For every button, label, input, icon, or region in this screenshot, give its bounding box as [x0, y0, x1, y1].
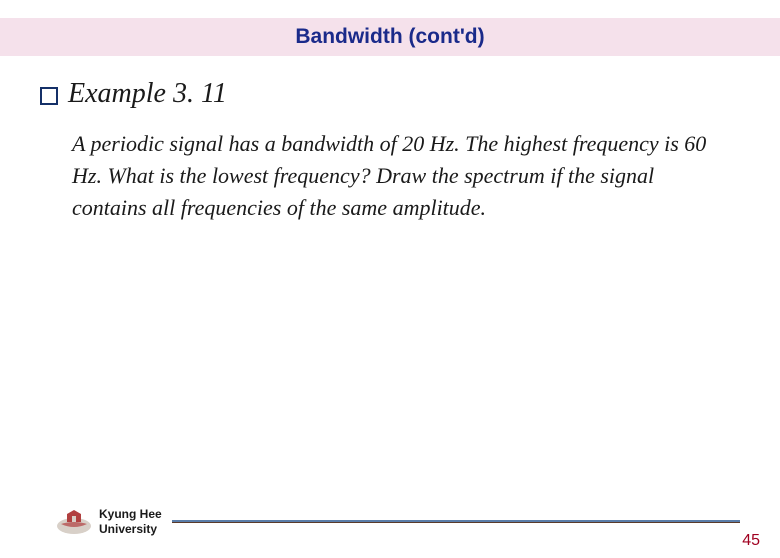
example-heading: Example 3. 11 — [68, 78, 227, 110]
title-bar: Bandwidth (cont'd) — [0, 18, 780, 56]
example-heading-row: Example 3. 11 — [40, 78, 780, 110]
example-body-text: A periodic signal has a bandwidth of 20 … — [72, 128, 720, 224]
university-name: Kyung Hee University — [99, 507, 162, 536]
university-logo-icon — [55, 508, 93, 536]
footer: Kyung Hee University — [55, 507, 760, 536]
slide-title: Bandwidth (cont'd) — [295, 25, 484, 49]
footer-divider — [172, 520, 740, 523]
university-line1: Kyung Hee — [99, 507, 162, 521]
page-number: 45 — [742, 532, 760, 550]
university-line2: University — [99, 522, 162, 536]
bullet-square-icon — [40, 87, 58, 105]
